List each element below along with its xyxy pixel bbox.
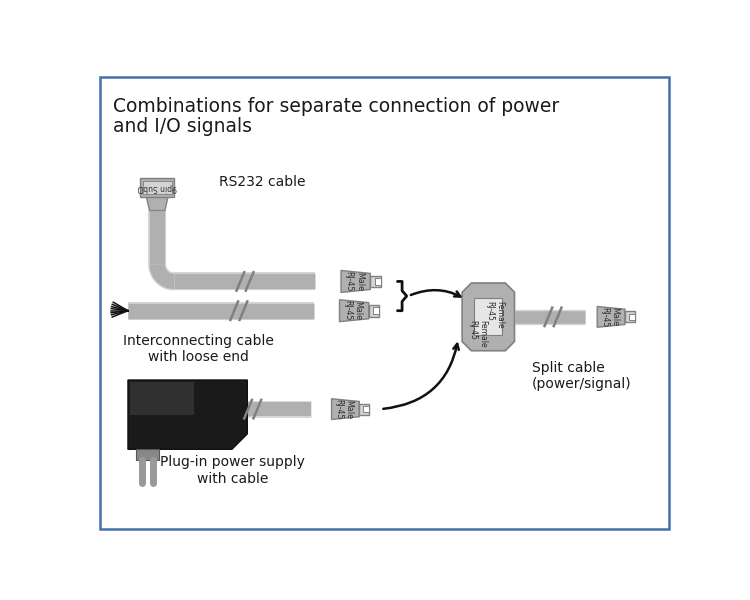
Bar xyxy=(370,275,380,287)
Polygon shape xyxy=(340,300,369,322)
Text: Interconnecting cable
with loose end: Interconnecting cable with loose end xyxy=(122,334,274,364)
Polygon shape xyxy=(130,382,194,415)
Text: 9pin SubD: 9pin SubD xyxy=(137,183,177,192)
Polygon shape xyxy=(332,399,359,419)
Text: and I/O signals: and I/O signals xyxy=(112,116,251,136)
Polygon shape xyxy=(146,197,168,211)
Text: Combinations for separate connection of power: Combinations for separate connection of … xyxy=(112,97,559,116)
FancyBboxPatch shape xyxy=(100,77,668,529)
Text: Female
RJ-45: Female RJ-45 xyxy=(468,320,488,347)
Bar xyxy=(629,314,634,320)
Bar xyxy=(359,404,369,415)
Bar xyxy=(625,311,634,322)
Text: Male
RJ-45: Male RJ-45 xyxy=(344,271,364,292)
Text: Male
RJ-45: Male RJ-45 xyxy=(334,399,354,419)
Bar xyxy=(374,307,379,314)
Text: Split cable
(power/signal): Split cable (power/signal) xyxy=(532,361,632,391)
Text: Female
RJ-45: Female RJ-45 xyxy=(485,301,505,329)
Polygon shape xyxy=(597,307,625,327)
Bar xyxy=(475,298,502,335)
Bar xyxy=(140,178,174,197)
Text: RS232 cable: RS232 cable xyxy=(219,175,305,189)
Polygon shape xyxy=(128,380,248,449)
Polygon shape xyxy=(462,283,514,351)
Text: Plug-in power supply
with cable: Plug-in power supply with cable xyxy=(160,455,305,485)
Bar xyxy=(369,305,379,317)
Text: Male
RJ-45: Male RJ-45 xyxy=(343,301,362,321)
Bar xyxy=(364,406,369,412)
Polygon shape xyxy=(341,271,370,292)
Bar xyxy=(136,449,159,460)
Bar xyxy=(375,278,380,285)
Bar xyxy=(142,181,172,194)
Text: Male
RJ-45: Male RJ-45 xyxy=(600,307,619,327)
